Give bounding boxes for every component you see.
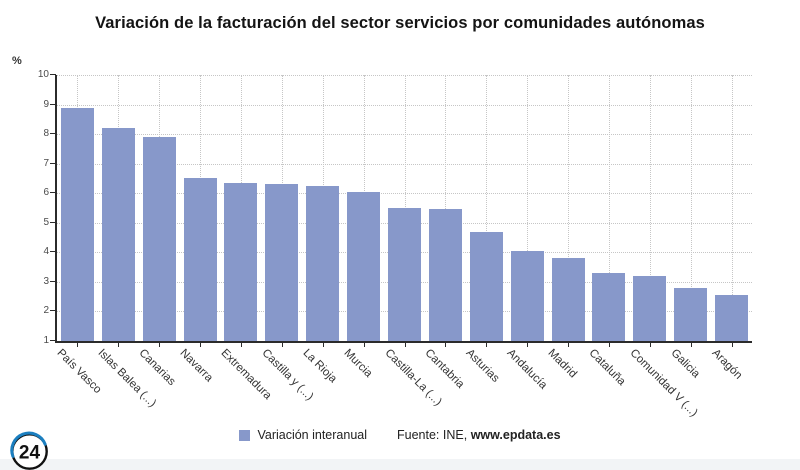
x-gridline [690,75,692,341]
x-tick-mark [240,343,242,347]
y-tick-mark [50,192,56,194]
bar [592,273,626,341]
y-tick-mark [50,340,56,341]
bar [60,107,94,341]
y-tick-mark [50,310,56,312]
bar-chart-plot-area: 1 2 3 4 5 6 7 8 9 10 [38,70,752,347]
y-tick-mark [50,221,56,223]
source-text: Fuente: INE, www.epdata.es [397,428,561,442]
chart-title: Variación de la facturación del sector s… [95,14,705,32]
x-axis-label: Canarias [136,347,178,389]
24-logo-icon: 24 [10,431,48,470]
legend-item: Variación interanual [239,428,367,442]
x-tick-mark [159,343,161,347]
x-tick-mark [118,343,120,347]
y-tick-label: 2 [43,305,49,317]
source-prefix: Fuente: INE, [397,428,468,442]
bar [674,287,708,341]
y-tick-mark [50,280,56,282]
bar [428,209,462,341]
x-tick-mark [527,343,529,347]
bar [265,184,299,341]
x-axis-label: La Rioja [300,347,339,386]
x-gridline [568,75,570,341]
x-tick-mark [281,343,283,347]
y-tick-label: 4 [43,246,49,258]
x-gridline [445,75,447,341]
x-gridline [731,75,733,341]
bar [510,250,544,341]
bar [633,275,667,341]
y-tick-label: 8 [43,128,49,140]
x-axis-label: Andalucía [504,347,550,392]
source-link[interactable]: www.epdata.es [470,428,561,442]
x-tick-mark [486,343,488,347]
y-axis-unit-label: % [12,55,22,67]
bar [551,258,585,341]
bar [183,178,217,341]
bar [347,191,381,341]
x-tick-mark [322,343,324,347]
x-tick-mark [200,343,202,347]
y-tick-mark [50,133,56,135]
x-tick-mark [568,343,570,347]
x-gridline [486,75,488,341]
x-axis-label: Murcia [341,347,375,380]
x-tick-mark [649,343,651,347]
x-gridline [649,75,651,341]
y-tick-label: 7 [43,157,49,169]
y-tick-label: 5 [43,216,49,228]
x-tick-mark [77,343,79,347]
footer-strip [0,459,800,470]
x-tick-mark [731,343,733,347]
bar [715,295,749,341]
legend-marker-icon [239,429,251,441]
y-tick-mark [50,74,56,75]
24-logo: 24 [9,431,50,470]
y-tick-mark [50,103,56,105]
x-axis-label: Cataluña [586,347,628,389]
y-tick-label: 10 [37,69,49,80]
x-gridline [608,75,610,341]
bar [142,137,176,341]
x-tick-mark [404,343,406,347]
svg-text:24: 24 [19,443,41,464]
bar [388,208,421,341]
y-tick-mark [50,251,56,253]
y-tick-label: 6 [43,187,49,199]
x-gridline [527,75,529,341]
bar [306,185,340,341]
legend-label: Variación interanual [257,428,368,442]
bar [224,182,258,341]
x-axis-label: Galicia [668,347,702,381]
x-tick-mark [608,343,610,347]
x-axis-labels: País Vasco Islas Balea (...) Canarias Navar… [55,347,750,425]
bar [469,231,503,341]
y-tick-label: 1 [43,335,49,346]
x-axis-label: Aragón [709,347,744,382]
x-tick-mark [445,343,447,347]
x-tick-mark [690,343,692,347]
y-tick-label: 3 [43,275,49,287]
x-axis-label: Asturias [463,347,502,385]
x-axis-label: Navarra [177,347,216,385]
x-axis-label: Madrid [545,347,579,381]
x-axis-label: Cantabria [422,347,467,391]
bar [101,128,135,341]
y-tick-label: 9 [43,98,49,110]
y-tick-mark [50,162,56,164]
legend-and-source-row: Variación interanual Fuente: INE, www.ep… [0,428,800,442]
x-tick-mark [363,343,365,347]
